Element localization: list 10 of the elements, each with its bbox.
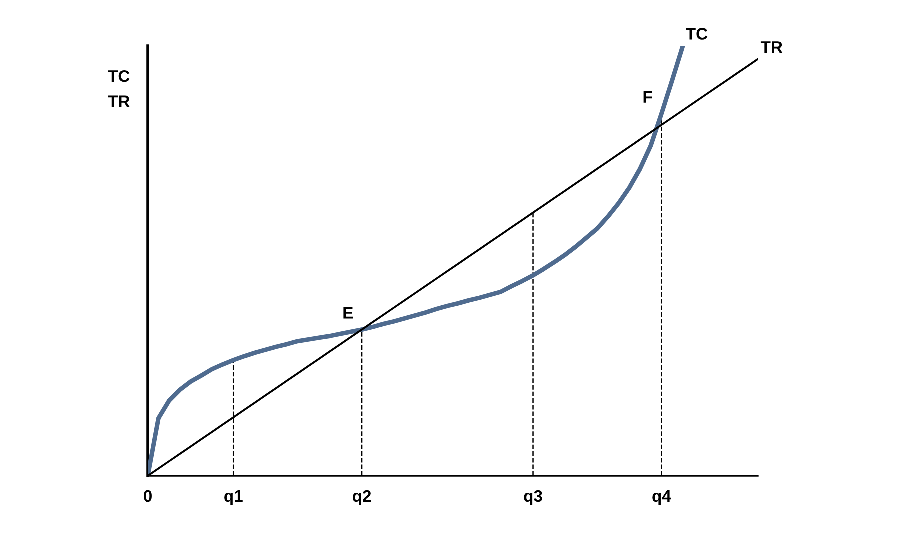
x-tick-label: q3 <box>524 490 542 506</box>
series-label: TR <box>760 42 783 54</box>
x-tick-label: q1 <box>224 490 243 506</box>
y-axis-title: TC TR <box>108 70 130 108</box>
x-tick-label: 0 <box>144 490 152 502</box>
series-label: TC <box>686 28 708 40</box>
x-tick-label: q4 <box>652 490 672 506</box>
annotation: E <box>344 307 354 319</box>
annotation: F <box>644 91 652 103</box>
x-tick-label: q2 <box>352 490 372 506</box>
